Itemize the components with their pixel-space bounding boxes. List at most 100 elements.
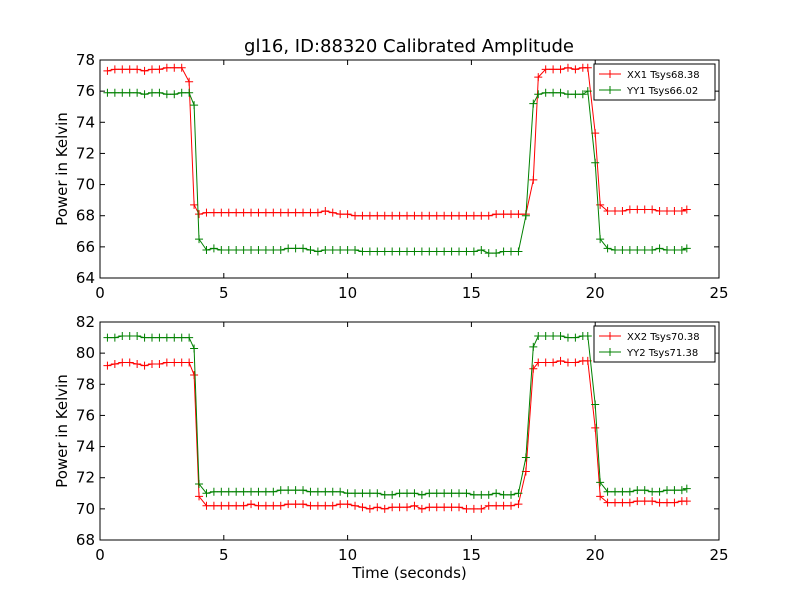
data-point [571,65,580,74]
data-point [336,487,345,496]
data-point [571,333,580,342]
data-point [425,247,434,256]
x-tick-label: 10 [338,546,357,564]
plot-frame-2 [99,321,720,541]
data-point [118,332,127,341]
data-point [321,501,330,510]
data-point [269,208,278,217]
data-point [217,208,226,217]
data-point [571,90,580,99]
data-point [640,245,649,254]
data-point [209,208,218,217]
y-tick-label: 68 [76,207,95,225]
data-point [521,453,530,462]
data-point [611,245,620,254]
data-point [155,360,164,369]
data-point [425,489,434,498]
data-point [514,247,523,256]
data-point [455,211,464,220]
data-point [140,90,149,99]
data-point [217,501,226,510]
data-point [140,361,149,370]
data-point [247,208,256,217]
data-point [103,361,112,370]
data-point [202,489,211,498]
data-point [492,249,501,258]
data-point [633,486,642,495]
data-point [224,501,233,510]
data-point [655,487,664,496]
data-point [462,211,471,220]
data-point [336,210,345,219]
data-point [462,504,471,513]
data-point [162,63,171,72]
data-point [118,65,127,74]
data-point [133,360,142,369]
data-point [591,158,600,167]
data-point [618,487,627,496]
data-point [299,208,308,217]
data-point [147,360,156,369]
data-point [403,489,412,498]
data-point [351,489,360,498]
y-tick-label: 76 [76,406,95,424]
legend-entry: XX2 Tsys70.38 [627,332,700,343]
data-point [118,358,127,367]
data-point [217,487,226,496]
data-point [670,486,679,495]
data-point [155,88,164,97]
y-tick-label: 82 [76,313,95,331]
data-point [351,245,360,254]
data-point [110,65,119,74]
data-point [209,244,218,253]
data-point [541,88,550,97]
data-point [170,90,179,99]
data-point [618,498,627,507]
data-point [239,208,248,217]
data-point [306,245,315,254]
data-point [469,211,478,220]
data-point [306,487,315,496]
data-point [477,245,486,254]
data-point [395,503,404,512]
data-point [313,208,322,217]
plot-1: 0 5 10 15 20 25 64 66 68 70 72 74 76 78 Power in Kelvi… [53,51,729,302]
data-point [170,63,179,72]
data-point [455,489,464,498]
data-point [110,88,119,97]
data-point [373,211,382,220]
y-axis-label: Power in Kelvin [53,374,71,488]
data-point [284,486,293,495]
x-tick-label: 0 [95,546,105,564]
data-point [603,207,612,216]
data-point [469,504,478,513]
data-point [351,501,360,510]
data-point [425,503,434,512]
data-point [365,211,374,220]
plot-frame-1 [99,59,720,279]
data-point [507,210,516,219]
data-point [261,501,270,510]
data-point [284,244,293,253]
data-point [232,245,241,254]
data-point [417,211,426,220]
data-point [162,333,171,342]
data-point [343,489,352,498]
data-point [403,211,412,220]
data-point [365,489,374,498]
legend-marker [606,348,614,356]
data-point [432,503,441,512]
data-point [469,247,478,256]
data-point [455,247,464,256]
data-point [640,205,649,214]
data-point [591,400,600,409]
data-point [336,500,345,509]
data-point [432,247,441,256]
data-point [603,498,612,507]
data-point [556,65,565,74]
data-point [125,65,134,74]
data-point [410,489,419,498]
data-point [254,245,263,254]
data-point [110,360,119,369]
